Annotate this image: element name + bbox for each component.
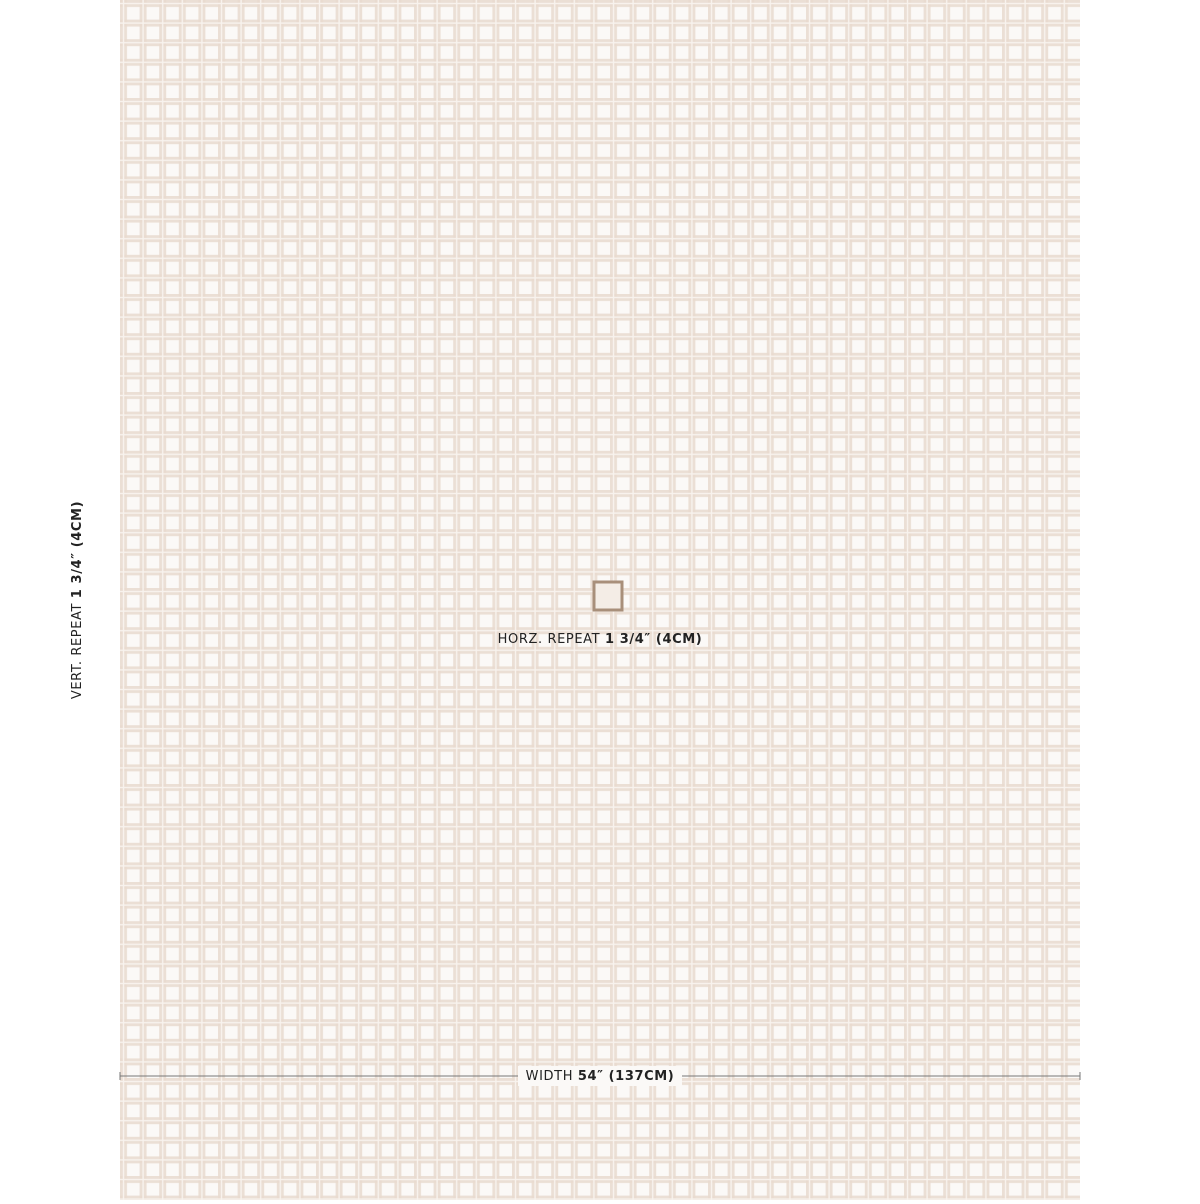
horizontal-repeat-label: HORZ. REPEAT: [498, 632, 601, 647]
width-label: WIDTH: [526, 1069, 573, 1084]
horizontal-repeat: HORZ. REPEAT 1 3/4″ (4CM): [498, 632, 703, 647]
horizontal-repeat-value: 1 3/4″ (4CM): [605, 632, 702, 647]
width-value: 54″ (137CM): [578, 1069, 675, 1084]
width: WIDTH 54″ (137CM): [526, 1069, 675, 1084]
vertical-repeat-label: VERT. REPEAT: [70, 603, 85, 699]
vertical-repeat: VERT. REPEAT 1 3/4″ (4CM): [70, 501, 85, 699]
repeat-marker: [592, 580, 624, 612]
vertical-repeat-value: 1 3/4″ (4CM): [70, 501, 85, 598]
width-label-bg: [518, 1066, 682, 1086]
